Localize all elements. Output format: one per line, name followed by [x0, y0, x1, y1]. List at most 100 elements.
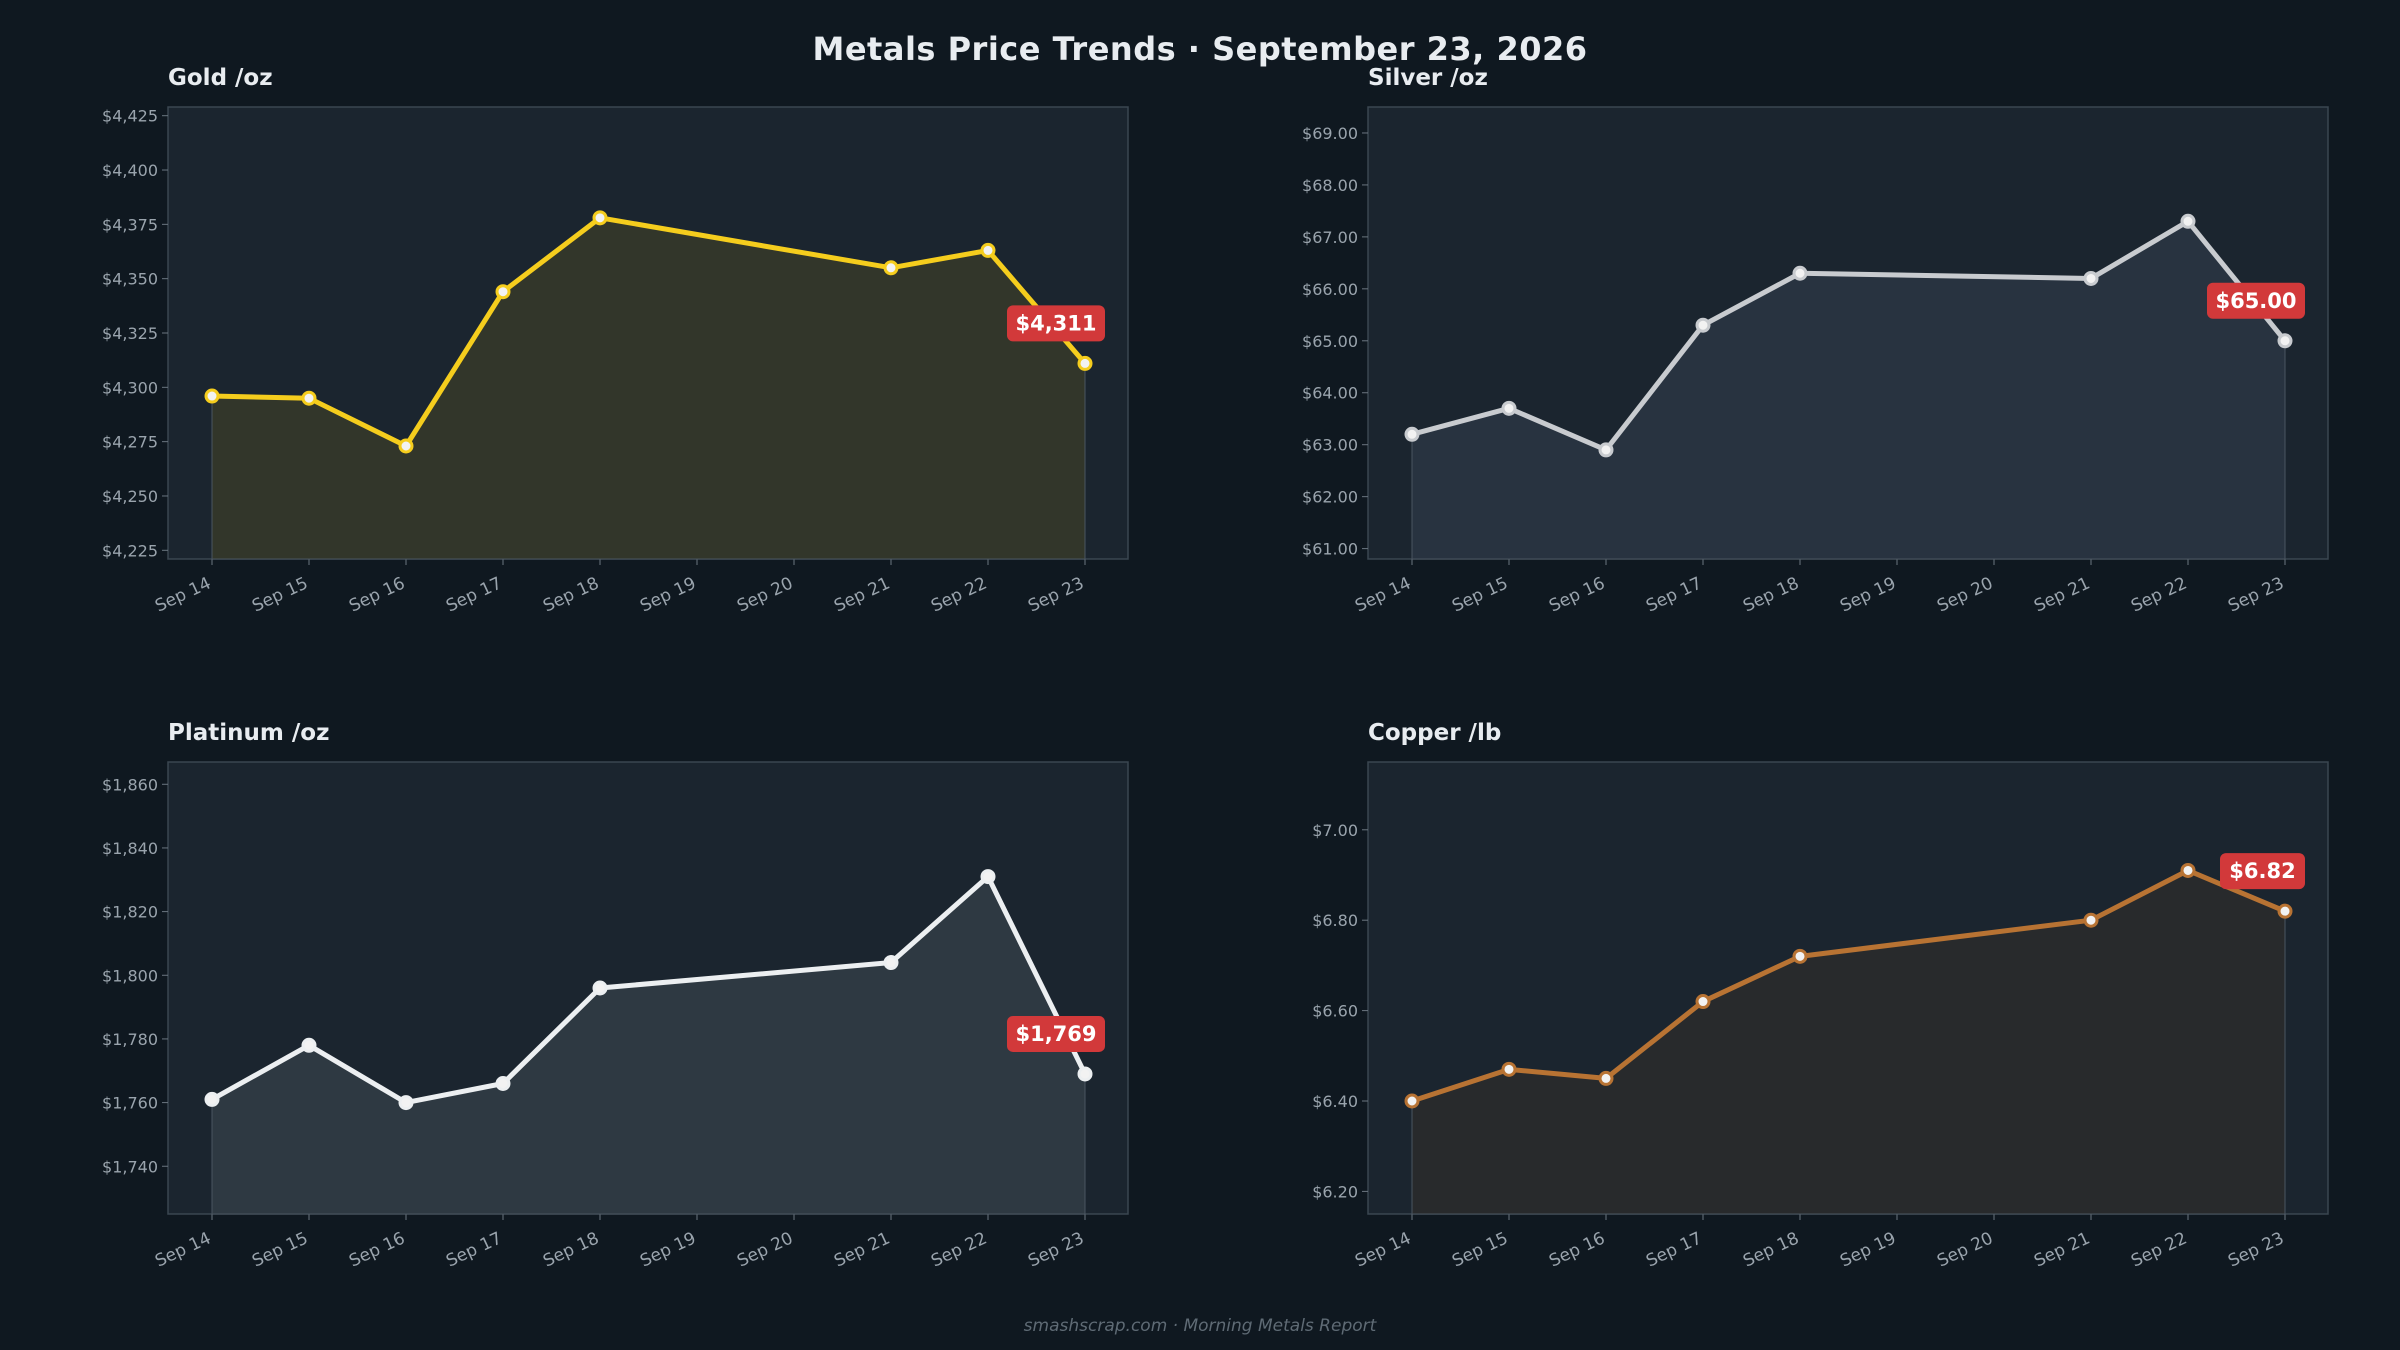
copper-xtick-label: Sep 15 [1449, 1228, 1511, 1271]
copper-ytick-label: $6.60 [1312, 1002, 1358, 1021]
copper-data-point [1792, 948, 1808, 964]
silver-data-point [1792, 265, 1808, 281]
gold-ytick-label: $4,425 [102, 107, 158, 126]
copper-data-point [2180, 862, 2196, 878]
gold-xtick-label: Sep 17 [443, 573, 505, 616]
platinum-data-point [204, 1091, 220, 1107]
platinum-data-point [301, 1037, 317, 1053]
gold-xtick-label: Sep 19 [637, 573, 699, 616]
silver-ytick-label: $69.00 [1302, 124, 1358, 143]
copper-data-point [2083, 912, 2099, 928]
silver-ytick-label: $64.00 [1302, 384, 1358, 403]
copper-xtick-label: Sep 21 [2031, 1228, 2093, 1271]
gold-data-point [592, 210, 608, 226]
gold-xtick-label: Sep 23 [1025, 573, 1087, 616]
platinum-series-line [210, 874, 1088, 1106]
copper-xtick-label: Sep 18 [1740, 1228, 1802, 1271]
silver-xtick-label: Sep 19 [1837, 573, 1899, 616]
copper-ytick-label: $6.80 [1312, 911, 1358, 930]
platinum-xtick-label: Sep 22 [928, 1228, 990, 1271]
silver-data-point [1404, 426, 1420, 442]
platinum-ytick-label: $1,800 [102, 966, 158, 985]
gold-ytick-label: $4,300 [102, 378, 158, 397]
silver-series-line [1411, 218, 2287, 453]
gold-latest-price-badge [1007, 305, 1105, 342]
silver-xtick-label: Sep 20 [1934, 573, 1996, 616]
gold-ytick-label: $4,400 [102, 161, 158, 180]
platinum-xtick-label: Sep 16 [346, 1228, 408, 1271]
copper-data-point [1598, 1070, 1614, 1086]
platinum-xtick-label: Sep 17 [443, 1228, 505, 1271]
platinum-data-point [1077, 1066, 1093, 1082]
platinum-ytick-label: $1,840 [102, 839, 158, 858]
silver-ytick-label: $68.00 [1302, 176, 1358, 195]
platinum-xtick-label: Sep 20 [734, 1228, 796, 1271]
silver-data-point [1598, 442, 1614, 458]
silver-xtick-label: Sep 23 [2225, 573, 2287, 616]
gold-xtick-label: Sep 20 [734, 573, 796, 616]
copper-data-point [1695, 994, 1711, 1010]
platinum-panel-title: Platinum /oz [168, 720, 330, 746]
copper-xtick-label: Sep 19 [1837, 1228, 1899, 1271]
silver-data-point [2180, 213, 2196, 229]
gold-ytick-label: $4,275 [102, 433, 158, 452]
copper-data-point [1501, 1061, 1517, 1077]
copper-latest-price-badge [2220, 853, 2305, 890]
gold-data-point [1077, 355, 1093, 371]
silver-ytick-label: $65.00 [1302, 332, 1358, 351]
gold-xtick-label: Sep 22 [928, 573, 990, 616]
page-title: Metals Price Trends · September 23, 2026 [812, 30, 1588, 68]
platinum-data-point [592, 980, 608, 996]
copper-data-point [2277, 903, 2293, 919]
platinum-xtick-label: Sep 19 [637, 1228, 699, 1271]
copper-xtick-label: Sep 22 [2128, 1228, 2190, 1271]
copper-xtick-label: Sep 14 [1352, 1228, 1414, 1271]
gold-ytick-label: $4,375 [102, 215, 158, 234]
platinum-ytick-label: $1,860 [102, 775, 158, 794]
platinum-ytick-label: $1,760 [102, 1094, 158, 1113]
gold-data-point [204, 388, 220, 404]
footer-credit: smashscrap.com · Morning Metals Report [1023, 1316, 1377, 1336]
copper-ytick-label: $7.00 [1312, 821, 1358, 840]
copper-xtick-label: Sep 20 [1934, 1228, 1996, 1271]
silver-xtick-label: Sep 17 [1643, 573, 1705, 616]
silver-ytick-label: $66.00 [1302, 280, 1358, 299]
gold-ytick-label: $4,225 [102, 541, 158, 560]
copper-xtick-label: Sep 17 [1643, 1228, 1705, 1271]
silver-latest-price-badge [2207, 282, 2305, 319]
gold-data-point [495, 284, 511, 300]
silver-xtick-label: Sep 22 [2128, 573, 2190, 616]
platinum-ytick-label: $1,780 [102, 1030, 158, 1049]
copper-xtick-label: Sep 23 [2225, 1228, 2287, 1271]
copper-panel-title: Copper /lb [1368, 720, 1502, 746]
copper-xtick-label: Sep 16 [1546, 1228, 1608, 1271]
gold-data-point [398, 438, 414, 454]
copper-data-point [1404, 1093, 1420, 1109]
platinum-xtick-label: Sep 14 [152, 1228, 214, 1271]
platinum-data-point [495, 1075, 511, 1091]
silver-ytick-label: $61.00 [1302, 540, 1358, 559]
gold-xtick-label: Sep 16 [346, 573, 408, 616]
gold-ytick-label: $4,325 [102, 324, 158, 343]
gold-ytick-label: $4,350 [102, 270, 158, 289]
platinum-ytick-label: $1,740 [102, 1157, 158, 1176]
silver-ytick-label: $62.00 [1302, 488, 1358, 507]
silver-xtick-label: Sep 15 [1449, 573, 1511, 616]
platinum-data-point [883, 955, 899, 971]
copper-latest-price-label: $6.82 [2229, 859, 2295, 883]
platinum-xtick-label: Sep 18 [540, 1228, 602, 1271]
gold-xtick-label: Sep 14 [152, 573, 214, 616]
platinum-xtick-label: Sep 21 [831, 1228, 893, 1271]
gold-data-point [980, 242, 996, 258]
silver-data-point [1501, 400, 1517, 416]
copper-ytick-label: $6.20 [1312, 1182, 1358, 1201]
gold-ytick-label: $4,250 [102, 487, 158, 506]
gold-data-point [301, 390, 317, 406]
gold-latest-price-label: $4,311 [1015, 311, 1096, 335]
silver-ytick-label: $63.00 [1302, 436, 1358, 455]
platinum-xtick-label: Sep 23 [1025, 1228, 1087, 1271]
copper-ytick-label: $6.40 [1312, 1092, 1358, 1111]
silver-xtick-label: Sep 16 [1546, 573, 1608, 616]
silver-data-point [2277, 333, 2293, 349]
